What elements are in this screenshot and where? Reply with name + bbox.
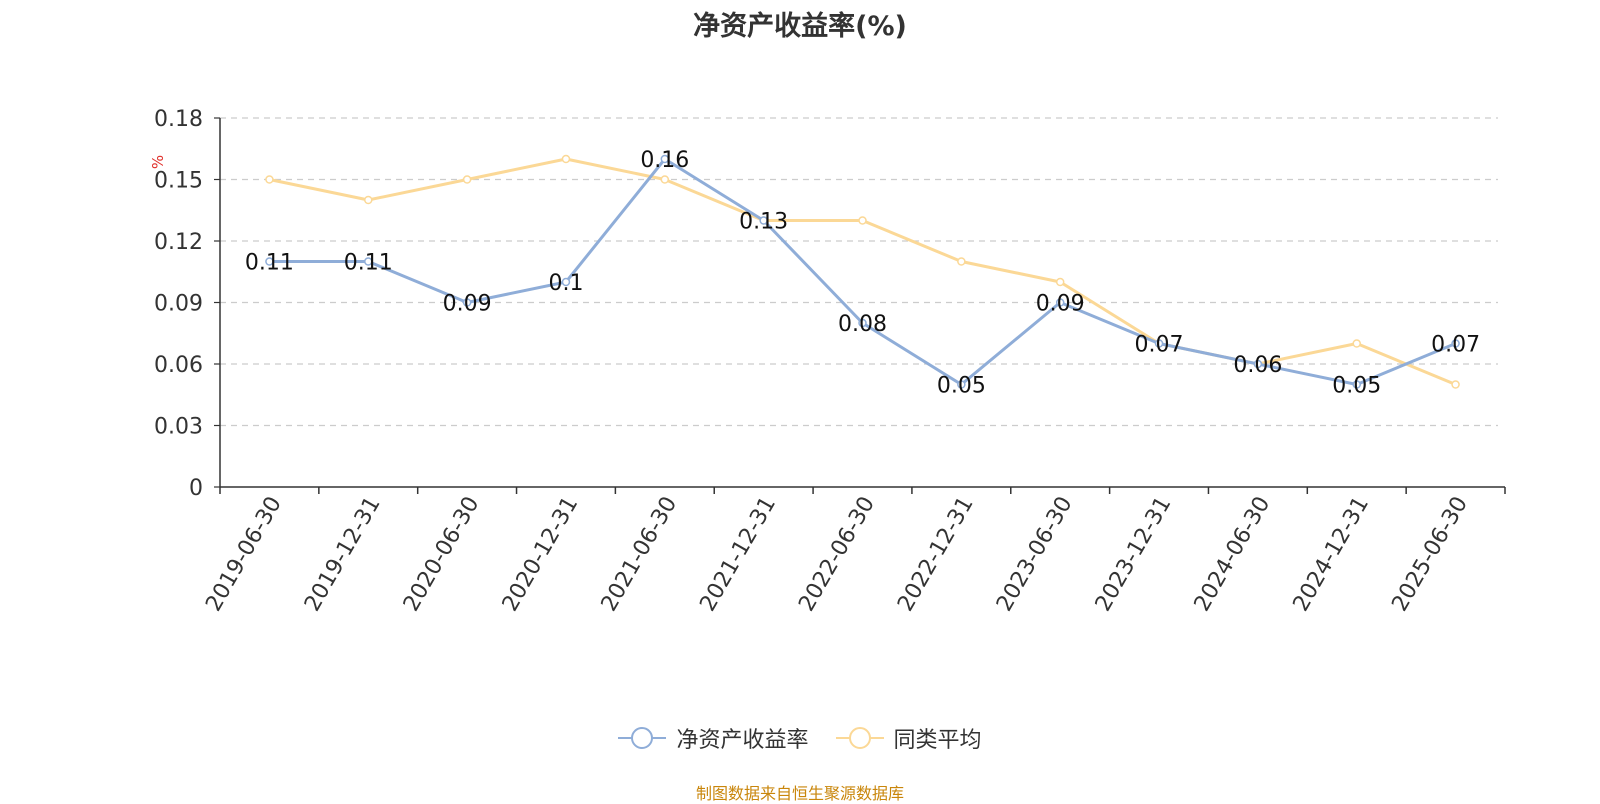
point-roe bbox=[364, 257, 373, 266]
point-peer-average bbox=[858, 216, 867, 225]
point-peer-average bbox=[265, 175, 274, 184]
point-roe bbox=[561, 277, 571, 287]
data-label-roe: 0.13 bbox=[739, 210, 788, 235]
data-label-roe: 0.07 bbox=[1431, 333, 1480, 358]
point-roe bbox=[957, 380, 966, 389]
point-peer-average bbox=[1055, 277, 1065, 287]
point-roe bbox=[1055, 298, 1065, 307]
data-label-roe: 0.06 bbox=[1233, 353, 1282, 378]
point-peer-average bbox=[660, 175, 670, 184]
series-lines bbox=[265, 154, 1460, 389]
x-tick-label: 2019-06-30 bbox=[201, 493, 287, 616]
point-roe bbox=[660, 154, 670, 164]
data-labels: 0.11 0.11 0.09 0.1 0.16 0.13 0.08 0.05 0.09 0.07 0… bbox=[245, 148, 1480, 399]
x-tick-label: 2019-12-31 bbox=[300, 493, 386, 616]
data-label-roe: 0.05 bbox=[937, 374, 986, 399]
point-peer-average bbox=[1352, 339, 1361, 348]
legend-item-roe[interactable]: 净资产收益率 bbox=[618, 722, 809, 754]
x-tick-label: 2024-12-31 bbox=[1289, 493, 1375, 616]
point-roe bbox=[462, 298, 472, 307]
x-tick-label: 2023-06-30 bbox=[992, 493, 1078, 616]
x-tick-label: 2025-06-30 bbox=[1387, 493, 1473, 616]
y-tick-label: 0.12 bbox=[154, 230, 203, 255]
x-tick-label: 2020-06-30 bbox=[399, 493, 485, 616]
x-tick-label: 2022-06-30 bbox=[794, 493, 880, 616]
data-label-roe: 0.05 bbox=[1332, 374, 1381, 399]
point-roe bbox=[1451, 339, 1460, 348]
y-tick-label: 0.18 bbox=[154, 107, 203, 132]
legend-label-peer-average: 同类平均 bbox=[893, 728, 982, 753]
point-roe bbox=[1352, 380, 1361, 389]
data-label-roe: 0.1 bbox=[548, 271, 583, 296]
point-roe bbox=[858, 318, 867, 328]
y-tick-label: 0.09 bbox=[154, 292, 203, 317]
point-peer-average bbox=[957, 257, 966, 266]
point-peer-average bbox=[1451, 380, 1460, 389]
point-roe bbox=[1253, 359, 1263, 369]
y-tick-label: 0 bbox=[189, 476, 203, 501]
point-roe bbox=[1154, 339, 1164, 348]
point-roe bbox=[265, 257, 274, 266]
data-label-roe: 0.16 bbox=[640, 148, 689, 173]
x-tick-label: 2023-12-31 bbox=[1091, 493, 1177, 616]
data-label-roe: 0.08 bbox=[838, 312, 887, 337]
y-axis-unit-label: % bbox=[149, 155, 167, 169]
y-tick-label: 0.15 bbox=[154, 169, 203, 194]
x-tick-label: 2021-06-30 bbox=[597, 493, 683, 616]
legend-marker-roe bbox=[618, 726, 667, 750]
axes: 0 0.03 0.06 0.09 0.12 0.15 0.18 2019-06-30 2019-… bbox=[154, 107, 1506, 616]
legend-marker-peer-average bbox=[835, 726, 884, 750]
point-peer-average bbox=[462, 175, 472, 184]
x-tick-label: 2024-06-30 bbox=[1190, 493, 1276, 616]
data-label-roe: 0.11 bbox=[245, 251, 294, 276]
point-peer-average bbox=[364, 195, 373, 205]
x-tick-label: 2021-12-31 bbox=[695, 493, 781, 616]
data-label-roe: 0.09 bbox=[1036, 292, 1085, 317]
point-peer-average bbox=[561, 154, 571, 164]
gridlines bbox=[220, 117, 1498, 427]
series-line-roe bbox=[269, 157, 1457, 386]
series-line-peer-average bbox=[269, 157, 1457, 386]
x-tick-label: 2020-12-31 bbox=[498, 493, 584, 616]
legend-label-roe: 净资产收益率 bbox=[676, 728, 809, 753]
legend-item-peer-average[interactable]: 同类平均 bbox=[835, 722, 982, 754]
data-label-roe: 0.09 bbox=[443, 292, 492, 317]
point-roe bbox=[759, 216, 768, 225]
data-label-roe: 0.11 bbox=[344, 251, 393, 276]
source-note: 制图数据来自恒生聚源数据库 bbox=[695, 784, 904, 803]
y-tick-label: 0.03 bbox=[154, 415, 203, 440]
x-tick-label: 2022-12-31 bbox=[893, 493, 979, 616]
data-label-roe: 0.07 bbox=[1135, 333, 1184, 358]
y-tick-label: 0.06 bbox=[154, 353, 203, 378]
legend: 净资产收益率 同类平均 bbox=[0, 722, 1600, 756]
chart-title: 净资产收益率(%) bbox=[693, 11, 907, 42]
